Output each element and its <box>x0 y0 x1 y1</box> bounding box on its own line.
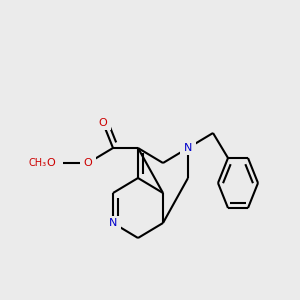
Text: O: O <box>84 158 92 168</box>
Text: N: N <box>184 143 192 153</box>
Text: O: O <box>99 118 107 128</box>
Bar <box>95 116 111 130</box>
Bar <box>43 156 59 170</box>
Bar <box>105 216 121 230</box>
Text: N: N <box>109 218 117 228</box>
Text: O: O <box>46 158 56 168</box>
Bar <box>180 141 196 155</box>
Bar <box>80 156 96 170</box>
Text: CH₃: CH₃ <box>29 158 47 168</box>
